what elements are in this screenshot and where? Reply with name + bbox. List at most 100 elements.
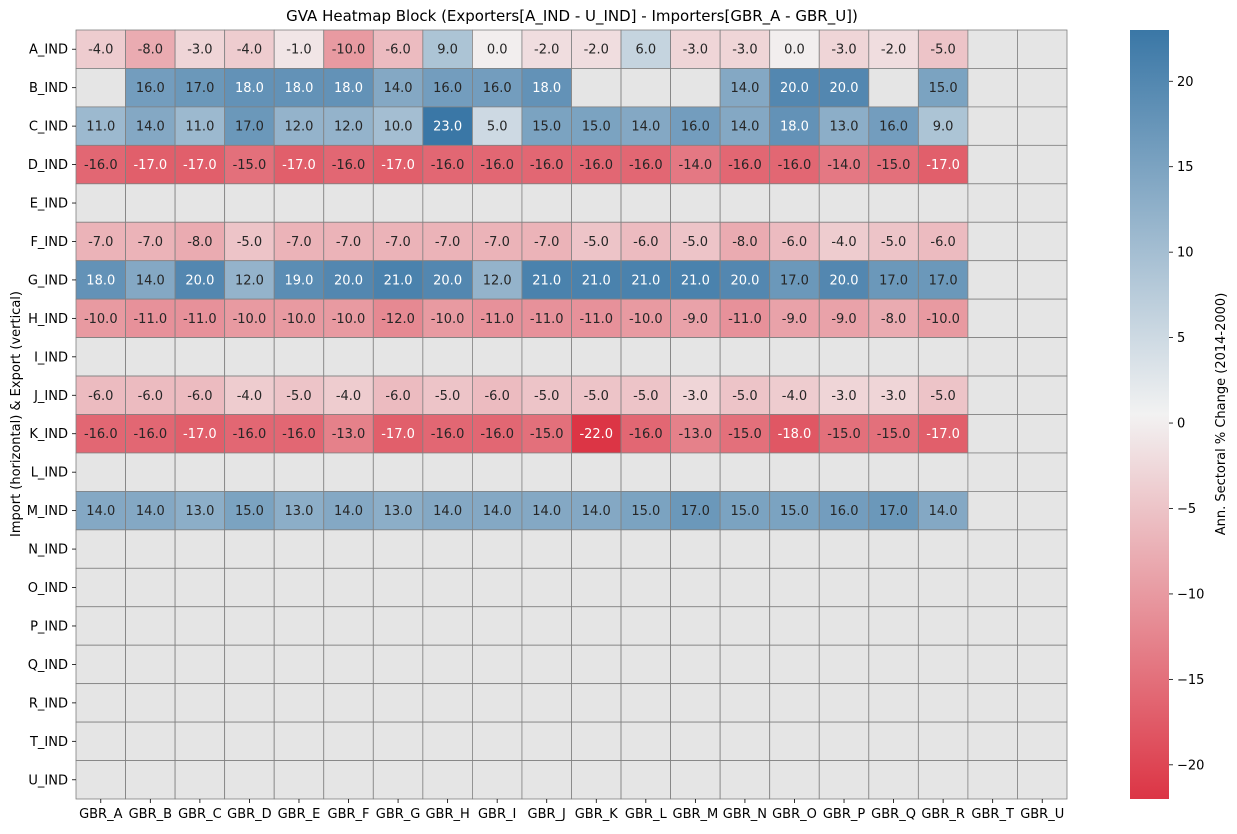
heatmap-cell bbox=[174, 644, 226, 685]
heatmap-cell bbox=[75, 221, 126, 262]
heatmap-cell bbox=[323, 644, 374, 685]
heatmap-cell bbox=[571, 567, 622, 608]
cell-value-label: 14.0 bbox=[582, 504, 611, 519]
heatmap-cell bbox=[471, 760, 523, 800]
cell-value-label: -11.0 bbox=[530, 312, 564, 327]
cell-value-label: -17.0 bbox=[381, 158, 415, 173]
x-tick-label: GBR_F bbox=[328, 807, 370, 822]
cell-value-label: 17.0 bbox=[780, 273, 809, 288]
cell-value-label: -9.0 bbox=[831, 312, 856, 327]
y-tick-label: J_IND bbox=[33, 389, 68, 404]
cell-value-label: -16.0 bbox=[480, 158, 514, 173]
cell-value-label: -10.0 bbox=[629, 312, 663, 327]
heatmap-cell bbox=[224, 529, 275, 569]
y-tick-label: I_IND bbox=[34, 350, 68, 365]
heatmap-cell bbox=[769, 68, 820, 108]
cell-value-label: 21.0 bbox=[384, 273, 413, 288]
heatmap-cell bbox=[125, 260, 176, 300]
heatmap-cell bbox=[670, 644, 721, 685]
heatmap-cell bbox=[372, 644, 424, 685]
heatmap-cell bbox=[967, 29, 1018, 69]
heatmap-cell bbox=[769, 414, 820, 454]
heatmap-cell bbox=[620, 414, 671, 454]
heatmap-cell bbox=[1017, 260, 1068, 300]
cell-value-label: 23.0 bbox=[433, 120, 462, 135]
heatmap-cell bbox=[125, 683, 176, 723]
heatmap-cell bbox=[1017, 567, 1068, 608]
heatmap-cell bbox=[273, 683, 325, 723]
heatmap-cell bbox=[323, 260, 374, 300]
heatmap-cell bbox=[471, 452, 523, 492]
heatmap-cell bbox=[125, 760, 176, 800]
cell-value-label: -16.0 bbox=[629, 427, 663, 442]
cell-value-label: -10.0 bbox=[84, 312, 118, 327]
heatmap-cell bbox=[620, 29, 671, 69]
heatmap-cell bbox=[75, 529, 126, 569]
heatmap-cell bbox=[75, 144, 126, 185]
heatmap-cell bbox=[719, 375, 771, 415]
cell-value-label: -11.0 bbox=[728, 312, 762, 327]
heatmap-cell bbox=[273, 68, 325, 108]
cell-value-label: -1.0 bbox=[286, 43, 311, 58]
cell-value-label: -10.0 bbox=[926, 312, 960, 327]
heatmap-cell bbox=[620, 298, 671, 338]
heatmap-cell bbox=[769, 144, 820, 185]
heatmap-cell bbox=[917, 183, 969, 223]
y-tick-label: M_IND bbox=[27, 504, 68, 519]
heatmap-cell bbox=[917, 298, 969, 338]
heatmap-cell bbox=[670, 452, 721, 492]
heatmap-cell bbox=[917, 29, 969, 69]
heatmap-cell bbox=[471, 721, 523, 761]
x-tick-label: GBR_H bbox=[425, 807, 469, 822]
heatmap-cell bbox=[868, 29, 919, 69]
heatmap-cell bbox=[670, 68, 721, 108]
heatmap-cell bbox=[620, 183, 671, 223]
heatmap-cell bbox=[521, 683, 572, 723]
cell-value-label: 20.0 bbox=[730, 273, 759, 288]
heatmap-cell bbox=[422, 375, 473, 415]
heatmap-cell bbox=[372, 375, 424, 415]
heatmap-cell bbox=[1017, 721, 1068, 761]
heatmap-cell bbox=[769, 490, 820, 531]
cell-value-label: 13.0 bbox=[284, 504, 313, 519]
heatmap-cell bbox=[323, 29, 374, 69]
colorbar-label: Ann. Sectoral % Change (2014-2000) bbox=[1214, 293, 1229, 536]
cell-value-label: -6.0 bbox=[782, 235, 807, 250]
x-tick-label: GBR_C bbox=[178, 807, 222, 822]
heatmap-cell bbox=[967, 606, 1018, 646]
heatmap-cell bbox=[818, 298, 870, 338]
cell-value-label: -16.0 bbox=[332, 158, 366, 173]
heatmap-cell bbox=[571, 221, 622, 262]
heatmap-cell bbox=[224, 298, 275, 338]
heatmap-cell bbox=[323, 452, 374, 492]
cell-value-label: 16.0 bbox=[879, 120, 908, 135]
heatmap-cell bbox=[620, 529, 671, 569]
heatmap-cell bbox=[174, 760, 226, 800]
cell-value-label: 20.0 bbox=[185, 273, 214, 288]
heatmap-cell bbox=[224, 683, 275, 723]
cell-value-label: 18.0 bbox=[334, 81, 363, 96]
cell-value-label: 14.0 bbox=[136, 120, 165, 135]
cell-value-label: 16.0 bbox=[433, 81, 462, 96]
cell-value-label: 15.0 bbox=[235, 504, 264, 519]
heatmap-cell bbox=[1017, 221, 1068, 262]
heatmap-cell bbox=[174, 221, 226, 262]
heatmap-cell bbox=[125, 375, 176, 415]
cell-value-label: 9.0 bbox=[933, 120, 954, 135]
heatmap-cell bbox=[719, 68, 771, 108]
y-tick-labels: A_IND B_IND C_IND D_IND E_IND F_IND G_IND H_IND… bbox=[27, 43, 76, 788]
heatmap-cell bbox=[323, 375, 374, 415]
heatmap-cell bbox=[1017, 375, 1068, 415]
heatmap-cell bbox=[224, 721, 275, 761]
heatmap-cell bbox=[224, 490, 275, 531]
heatmap-cell bbox=[868, 144, 919, 185]
heatmap-cell bbox=[620, 760, 671, 800]
heatmap-cell bbox=[273, 452, 325, 492]
cell-value-label: -22.0 bbox=[579, 427, 613, 442]
heatmap-cell bbox=[125, 298, 176, 338]
heatmap-cell bbox=[1017, 683, 1068, 723]
cell-value-label: -5.0 bbox=[633, 389, 658, 404]
heatmap-cell bbox=[571, 337, 622, 377]
heatmap-cell bbox=[372, 683, 424, 723]
cell-value-label: -10.0 bbox=[233, 312, 267, 327]
